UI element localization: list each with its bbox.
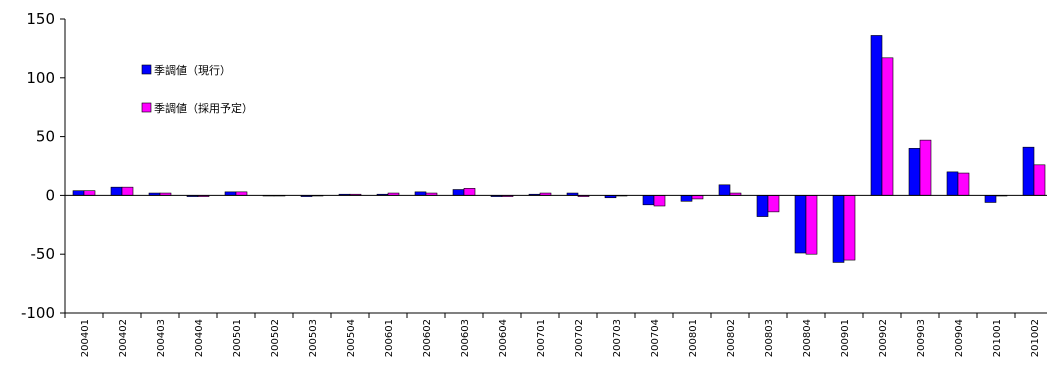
axes-layer: 150 100 50 0 -50 -100 200401 200402 200403 200404…: [21, 10, 1047, 357]
bar-current-200903: [908, 148, 921, 196]
bar-planned-200401: [83, 190, 96, 196]
xtick-label: 200601: [384, 319, 395, 357]
bar-current-200501: [224, 191, 237, 196]
ytick-label: 150: [26, 10, 55, 28]
bar-current-200802: [718, 184, 731, 196]
bar-current-200801: [680, 195, 693, 202]
bar-current-200401: [72, 190, 85, 196]
xtick-label: 200501: [232, 319, 243, 357]
xtick-label: 200801: [688, 319, 699, 357]
xtick-label: 201001: [992, 319, 1003, 357]
bar-planned-200903: [919, 139, 932, 196]
bar-current-200904: [946, 171, 959, 196]
xtick-label: 200702: [574, 319, 585, 357]
xtick-label: 200901: [840, 319, 851, 357]
legend-label-current: 季調値（現行）: [154, 63, 231, 77]
xtick-label: 200401: [80, 319, 91, 357]
legend-swatch-current: [141, 64, 152, 75]
xtick-label: 200904: [954, 319, 965, 357]
bar-current-200602: [414, 191, 427, 196]
ytick-label: 0: [45, 186, 55, 204]
bar-current-200704: [642, 195, 655, 206]
bar-planned-200704: [653, 195, 666, 207]
ytick-label: 50: [36, 128, 55, 146]
xtick-label: 200803: [764, 319, 775, 357]
xtick-label: 200903: [916, 319, 927, 357]
bar-current-200902: [870, 35, 883, 196]
xtick-label: 200603: [460, 319, 471, 357]
bar-planned-201002: [1033, 164, 1046, 196]
bar-current-200803: [756, 195, 769, 217]
bar-planned-200501: [235, 191, 248, 196]
ytick-label: -100: [21, 304, 55, 322]
legend-swatch-planned: [141, 102, 152, 113]
xtick-label: 200502: [270, 319, 281, 357]
bar-current-201001: [984, 195, 997, 203]
xtick-label: 200703: [612, 319, 623, 357]
bar-planned-200402: [121, 186, 134, 196]
xtick-label: 200402: [118, 319, 129, 357]
bar-planned-200801: [691, 195, 704, 200]
bar-planned-200804: [805, 195, 818, 255]
bar-current-200603: [452, 189, 465, 196]
xtick-label: 200804: [802, 319, 813, 357]
xtick-label: 200802: [726, 319, 737, 357]
legend: 季調値（現行） 季調値（採用予定）: [141, 63, 253, 115]
bar-planned-200803: [767, 195, 780, 213]
bar-planned-200603: [463, 188, 476, 196]
legend-label-planned: 季調値（採用予定）: [154, 101, 253, 115]
bar-planned-200904: [957, 172, 970, 196]
bar-current-200901: [832, 195, 845, 263]
bar-current-201002: [1022, 146, 1035, 196]
xtick-label: 200403: [156, 319, 167, 357]
ytick-label: 100: [26, 69, 55, 87]
xtick-label: 200604: [498, 319, 509, 357]
xtick-label: 200504: [346, 319, 357, 357]
bar-planned-200902: [881, 57, 894, 196]
xtick-label: 200503: [308, 319, 319, 357]
bar-current-200402: [110, 186, 123, 196]
xtick-label: 200902: [878, 319, 889, 357]
xtick-label: 200704: [650, 319, 661, 357]
xtick-label: 200404: [194, 319, 205, 357]
bar-current-200804: [794, 195, 807, 254]
xtick-label: 200602: [422, 319, 433, 357]
xtick-label: 201002: [1030, 319, 1041, 357]
ytick-label: -50: [31, 245, 56, 263]
bar-planned-200901: [843, 195, 856, 261]
xtick-label: 200701: [536, 319, 547, 357]
